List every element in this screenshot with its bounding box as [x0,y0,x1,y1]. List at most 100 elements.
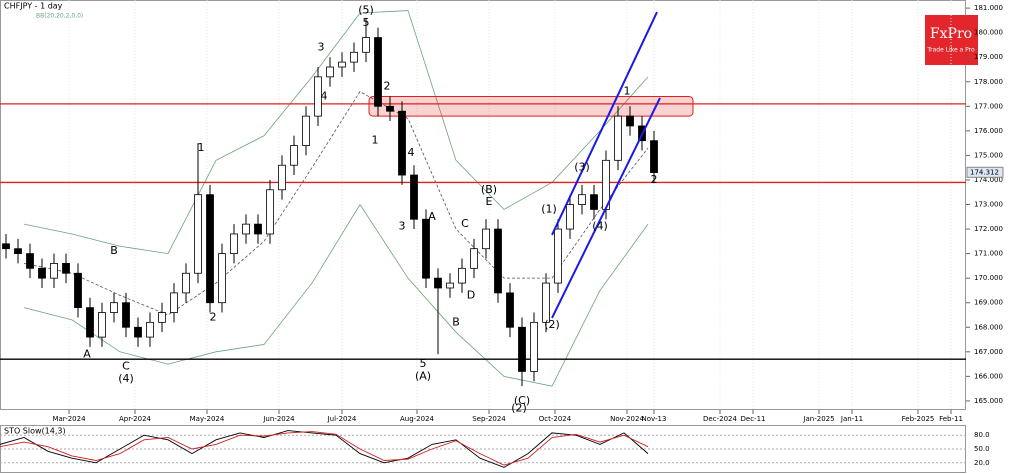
candle-body [134,326,142,338]
candle-body [386,105,394,112]
x-tick-label: Dec-11 [741,415,766,423]
channel-line [551,11,658,236]
main-panel [0,0,966,410]
candle-body [38,267,46,279]
y-tick-label: 171.000 [974,250,1003,258]
wave-label: (5) [358,4,374,17]
candle-body [170,292,178,313]
wave-label: (4) [118,372,134,385]
candle-body [470,248,478,269]
stoch-tick-label: 80.0 [974,431,990,439]
candle-body [494,228,502,294]
wave-label: A [428,210,436,223]
x-tick-label: Sep-2024 [472,415,506,423]
y-tick-label: 179.000 [974,53,1003,61]
y-tick-label: 172.000 [974,225,1003,233]
y-tick-label: 175.000 [974,151,1003,159]
candle-body [302,115,310,146]
wave-label: 3 [318,40,325,53]
wave-label: (C) [514,394,530,407]
wave-label: 4 [321,89,328,102]
candle-body [230,233,238,255]
candle-body [350,51,358,63]
wave-label: (A) [415,369,431,382]
candle-body [566,204,574,230]
wave-label: 1 [624,85,631,98]
candle-body [338,61,346,68]
y-tick-label: 174.000 [974,176,1003,184]
candle-body [482,228,490,250]
stoch-line [0,431,649,466]
y-tick-label: 170.000 [974,274,1003,282]
candle-body [206,194,214,304]
wave-label: 5 [363,16,370,29]
bollinger-band [23,10,649,255]
candle-body [410,174,418,220]
chart-title: CHFJPY - 1 day [4,2,63,11]
candle-body [362,37,370,53]
wave-label: (2) [544,318,560,331]
x-tick-label: Jul-2024 [327,415,357,423]
bollinger-band [23,203,649,387]
wave-label: 3 [399,220,406,233]
candle-body [614,115,622,161]
candle-body [110,302,118,313]
x-tick-label: Oct-2024 [539,415,572,423]
x-tick-label: Feb-2025 [902,415,935,423]
candle-body [2,243,10,250]
y-tick-label: 165.000 [974,397,1003,405]
wave-label: 2 [210,310,217,323]
x-tick-label: Dec-2024 [703,415,737,423]
candle-body [398,110,406,176]
candle-body [290,145,298,166]
candle-body [590,194,598,210]
x-tick-label: Jan-11 [840,415,863,423]
x-tick-label: Mar-2024 [52,415,86,423]
y-tick-label: 176.000 [974,127,1003,135]
y-tick-label: 180.000 [974,29,1003,37]
candle-body [182,272,190,294]
candle-body [506,292,514,328]
bollinger-band [23,91,649,316]
candle-body [458,267,466,284]
stoch-tick-label: 50.0 [974,445,990,453]
candle-body [446,282,454,289]
candle-body [422,218,430,279]
stoch-line [0,430,649,468]
wave-label: B [110,244,118,257]
candle-body [218,253,226,304]
wave-label: (B) [481,183,497,196]
wave-label: A [83,347,91,360]
candle-body [554,228,562,284]
candle-body [326,66,334,78]
candle-body [14,248,22,255]
candle-body [194,194,202,274]
y-tick-label: 177.000 [974,102,1003,110]
candle-body [266,189,274,235]
wave-label: 5 [420,357,427,370]
x-tick-label: Jun-2024 [262,415,295,423]
candle-body [278,164,286,191]
candle-body [146,321,154,338]
x-tick-label: Jan-2025 [802,415,834,423]
y-tick-label: 168.000 [974,323,1003,331]
wave-label: B [452,315,460,328]
channel-line [551,97,661,319]
x-tick-label: Nov-13 [642,415,667,423]
candle-body [650,140,658,173]
y-tick-label: 166.000 [974,372,1003,380]
candle-body [434,277,442,289]
logo-slogan: Trade Like a Pro [926,47,975,54]
wave-label: C [122,360,130,373]
candle-body [542,282,550,323]
wave-label: 1 [372,134,379,147]
wave-label: D [467,288,475,301]
wave-label: 1 [198,141,205,154]
candle-body [242,223,250,235]
wave-label: (3) [574,161,590,174]
y-tick-label: 178.000 [974,78,1003,86]
wave-label: 4 [408,146,415,159]
x-tick-label: Apr-2024 [119,415,152,423]
y-tick-label: 167.000 [974,348,1003,356]
candle-body [98,312,106,338]
